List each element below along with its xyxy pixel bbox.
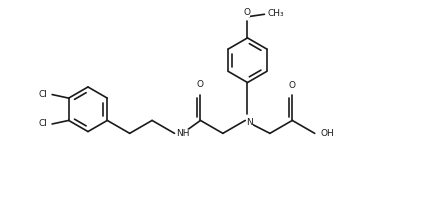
Text: N: N (246, 118, 254, 127)
Text: O: O (243, 8, 250, 17)
Text: NH: NH (176, 129, 190, 138)
Text: Cl: Cl (39, 120, 47, 128)
Text: Cl: Cl (39, 90, 47, 99)
Text: O: O (289, 81, 296, 90)
Text: CH₃: CH₃ (267, 9, 284, 18)
Text: O: O (197, 80, 204, 89)
Text: OH: OH (321, 129, 335, 138)
